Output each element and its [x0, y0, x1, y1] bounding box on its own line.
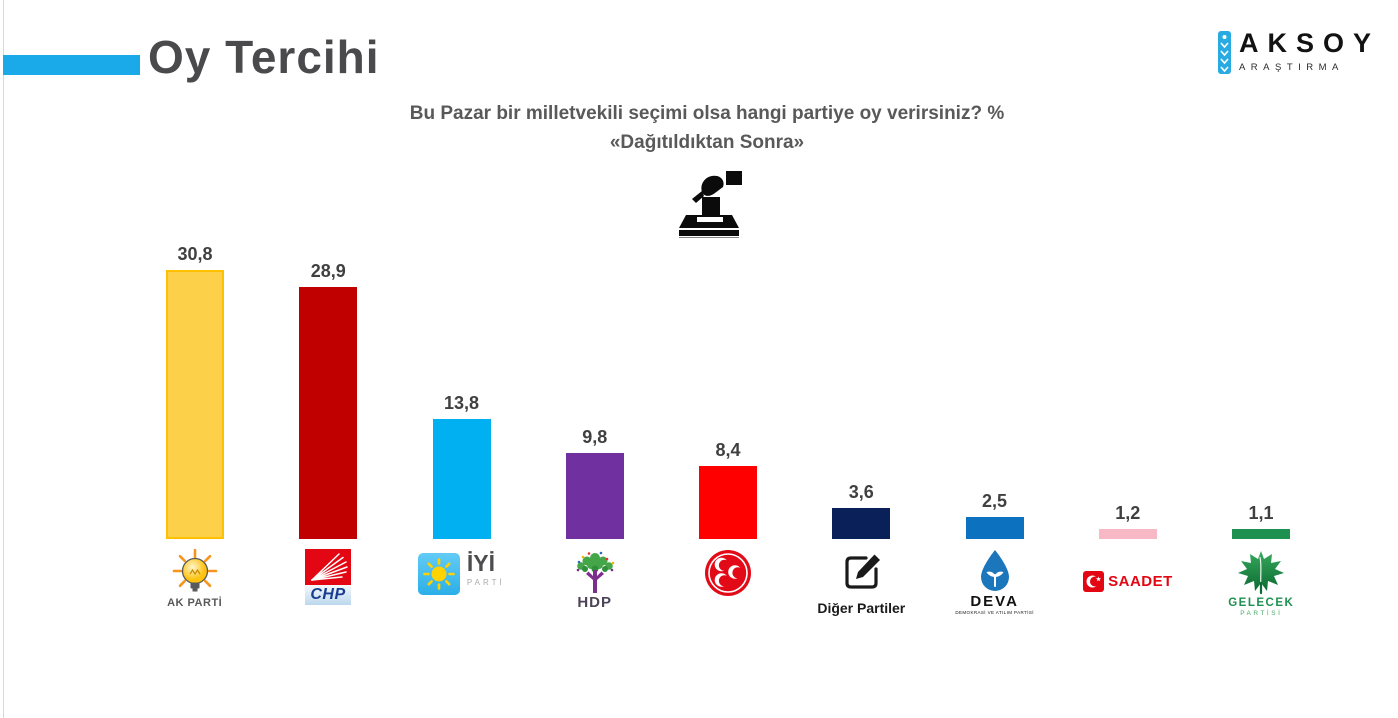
ballot-box-icon [675, 170, 743, 242]
plane-leaf-icon [1238, 551, 1285, 595]
page-title: Oy Tercihi [148, 31, 380, 83]
aksoy-logo-icon [1217, 31, 1231, 74]
party-label-iyi: İYİ [466, 550, 496, 576]
party-label-diger: Diğer Partiler [817, 600, 906, 616]
bar-value-hdp: 9,8 [582, 427, 608, 447]
party-sublabel-iyi: PARTİ [466, 577, 505, 587]
brand-name: AKSOY [1238, 28, 1380, 58]
party-cell-iyi: İYİ PARTİ [395, 549, 528, 644]
party-cell-diger: Diğer Partiler [795, 549, 928, 644]
bar-saadet [1098, 529, 1157, 539]
pencil-square-icon [845, 554, 881, 589]
party-cell-mhp [661, 549, 794, 644]
party-logos-row: AK PARTİ CHP [128, 549, 1328, 644]
brand-tagline: ARAŞTIRMA [1238, 62, 1344, 73]
party-cell-saadet: SAADET [1061, 549, 1194, 644]
slide-left-edge [3, 0, 4, 718]
party-label-hdp: HDP [577, 594, 612, 611]
party-label-deva: DEVA [970, 593, 1019, 610]
party-sublabel-gelecek: PARTİSİ [1240, 610, 1283, 617]
bar-gelecek [1232, 529, 1290, 539]
party-cell-chp: CHP [261, 549, 394, 644]
survey-question-line2: «Dağıtıldıktan Sonra» [609, 132, 805, 153]
bar-value-chp: 28,9 [310, 261, 346, 281]
saadet-logo: SAADET [1083, 571, 1173, 592]
brand-logo: AKSOY ARAŞTIRMA [1217, 30, 1380, 76]
party-cell-gelecek: GELECEK PARTİSİ [1195, 549, 1328, 644]
party-label-chp: CHP [304, 585, 351, 605]
iyi-wordmark: İYİ PARTİ [466, 550, 505, 587]
tree-icon [576, 551, 614, 593]
bar-mhp [699, 466, 757, 539]
party-cell-hdp: HDP [528, 549, 661, 644]
party-label-gelecek: GELECEK [1228, 597, 1295, 609]
party-label-akparti: AK PARTİ [167, 597, 223, 609]
party-cell-akparti: AK PARTİ [128, 549, 261, 644]
bar-value-gelecek: 1,1 [1248, 503, 1274, 523]
survey-question-line1: Bu Pazar bir milletvekili seçimi olsa ha… [409, 103, 1005, 124]
party-label-saadet: SAADET [1108, 573, 1173, 590]
six-arrows-icon [304, 549, 351, 585]
survey-question: Bu Pazar bir milletvekili seçimi olsa ha… [16, 103, 1398, 154]
bar-value-diger: 3,6 [848, 482, 874, 502]
bar-value-deva: 2,5 [981, 491, 1008, 511]
bar-iyi [432, 419, 491, 539]
sun-icon [417, 553, 460, 595]
party-sublabel-deva: DEMOKRASİ VE ATILIM PARTİSİ [955, 610, 1034, 615]
bar-deva [965, 517, 1024, 539]
bar-chp [299, 287, 358, 539]
title-accent-bar [3, 55, 140, 75]
party-cell-deva: DEVA DEMOKRASİ VE ATILIM PARTİSİ [928, 549, 1061, 644]
bar-value-akparti: 30,8 [177, 244, 213, 264]
three-crescents-icon [704, 550, 751, 596]
bar-akparti [166, 270, 224, 539]
lightbulb-icon [172, 549, 217, 592]
brand-text: AKSOY ARAŞTIRMA [1238, 28, 1380, 74]
bar-value-iyi: 13,8 [443, 393, 480, 413]
water-drop-icon [980, 550, 1009, 591]
bar-value-saadet: 1,2 [1115, 503, 1141, 523]
bar-diger [832, 508, 891, 539]
chp-logo: CHP [304, 549, 351, 605]
bar-hdp [565, 453, 624, 539]
iyi-logo: İYİ PARTİ [417, 550, 505, 595]
crescent-star-icon [1083, 571, 1105, 592]
bar-value-mhp: 8,4 [715, 440, 741, 460]
